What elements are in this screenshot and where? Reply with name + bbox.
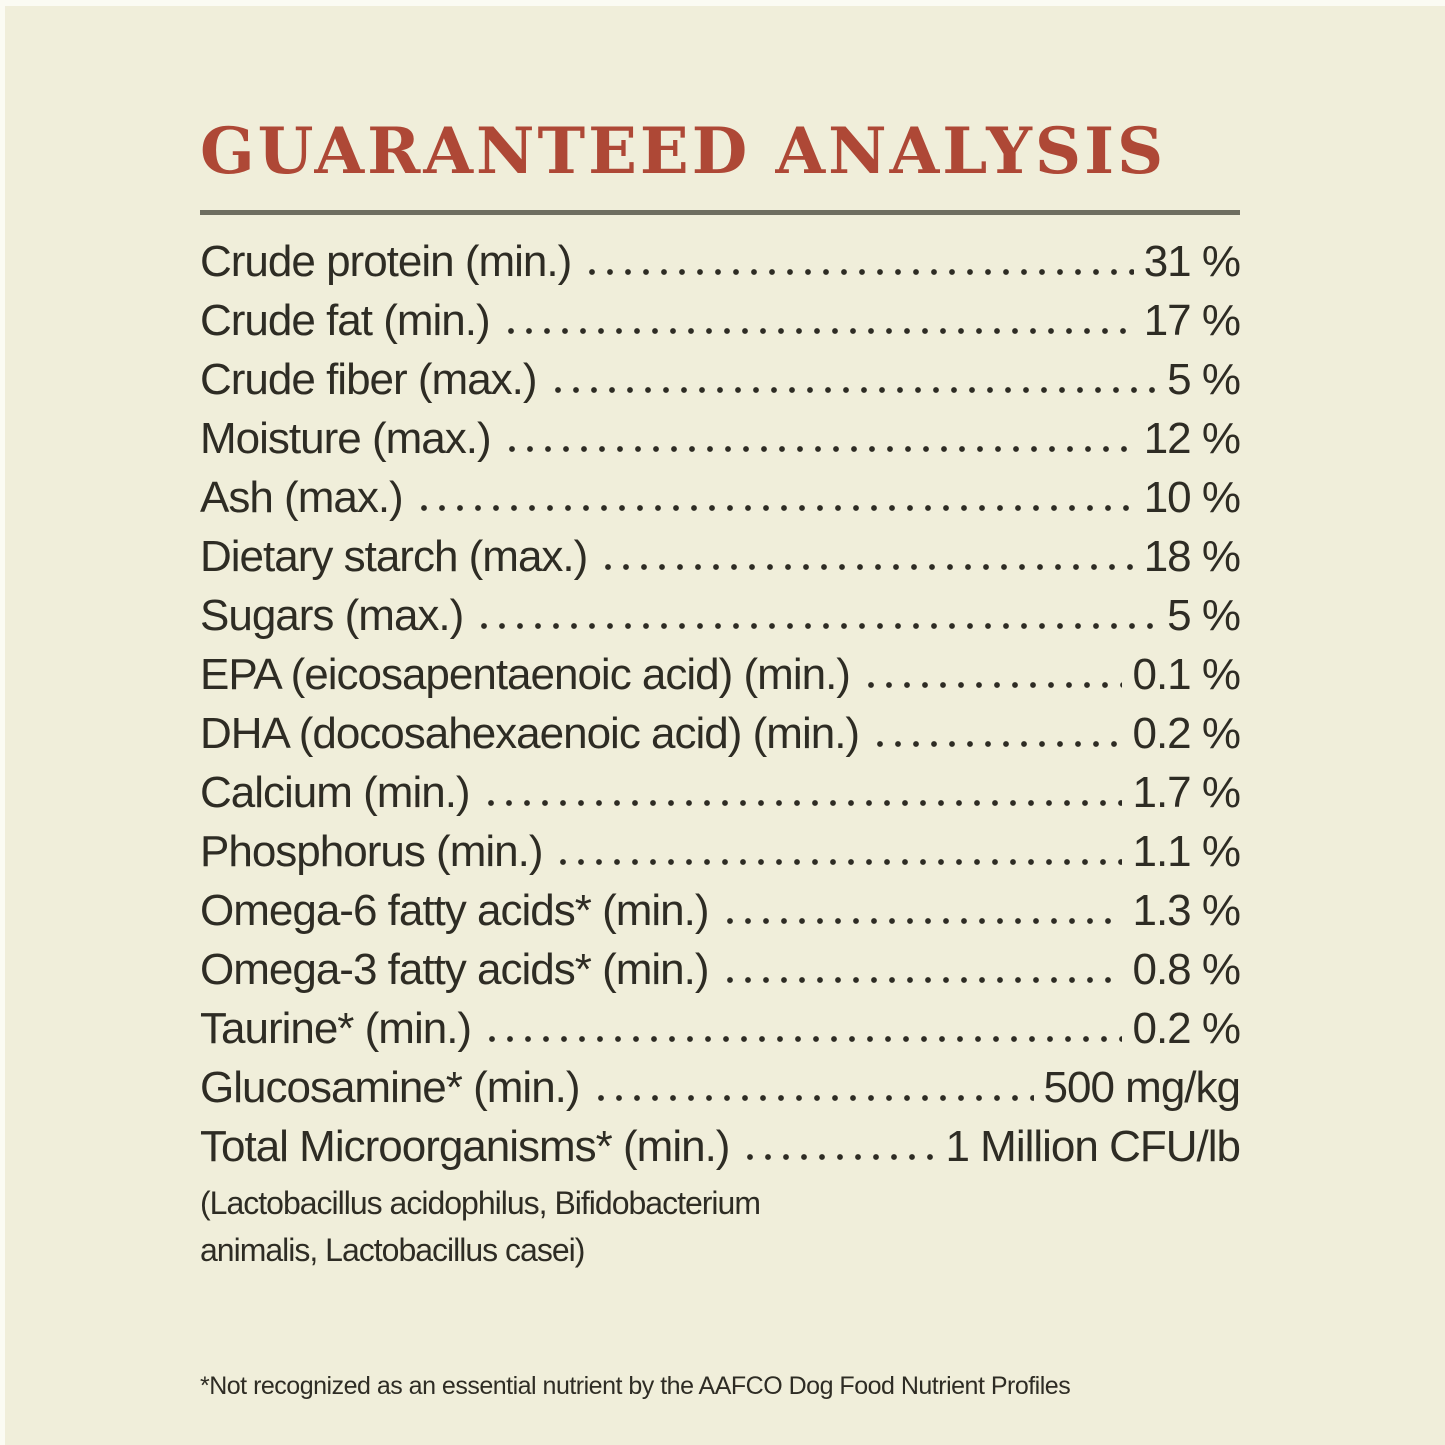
nutrient-label: EPA (eicosapentaenoic acid) (min.) [200,650,851,699]
nutrient-value: 5 % [1167,591,1241,640]
title-divider [200,210,1240,215]
analysis-row: Crude fat (min.) 17 % [200,291,1241,350]
analysis-table: Crude protein (min.) 31 % Crude fat (min… [200,232,1241,1176]
dot-leader [481,799,1123,807]
dot-leader [861,681,1123,689]
analysis-row: Crude fiber (max.) 5 % [200,350,1241,409]
analysis-row: Omega-6 fatty acids* (min.) 1.3 % [200,881,1241,940]
analysis-row: Phosphorus (min.) 1.1 % [200,822,1241,881]
label-content: GUARANTEED ANALYSIS Crude protein (min.)… [200,6,1241,1274]
nutrient-value: 500 mg/kg [1043,1063,1241,1112]
nutrient-value: 12 % [1143,414,1241,463]
dot-leader [741,1153,936,1161]
dot-leader [548,386,1158,394]
analysis-row: Ash (max.) 10 % [200,468,1241,527]
nutrient-label: Moisture (max.) [200,414,492,463]
dot-leader [475,622,1158,630]
nutrient-label: Crude protein (min.) [200,237,572,286]
dot-leader [483,1035,1123,1043]
aafco-footnote: *Not recognized as an essential nutrient… [200,1372,1071,1400]
nutrient-value: 1.3 % [1132,886,1241,935]
nutrient-label: Glucosamine* (min.) [200,1063,581,1112]
analysis-row: Taurine* (min.) 0.2 % [200,999,1241,1058]
analysis-row: Total Microorganisms* (min.) 1 Million C… [200,1117,1241,1176]
analysis-row: DHA (docosahexaenoic acid) (min.) 0.2 % [200,704,1241,763]
dot-leader [502,445,1134,453]
nutrient-label: Omega-6 fatty acids* (min.) [200,886,709,935]
analysis-row: EPA (eicosapentaenoic acid) (min.) 0.1 % [200,645,1241,704]
analysis-row: Dietary starch (max.) 18 % [200,527,1241,586]
nutrient-label: Ash (max.) [200,473,404,522]
analysis-row: Calcium (min.) 1.7 % [200,763,1241,822]
analysis-row: Glucosamine* (min.) 500 mg/kg [200,1058,1241,1117]
nutrient-label: Phosphorus (min.) [200,827,543,876]
nutrient-label: Omega-3 fatty acids* (min.) [200,945,709,994]
nutrient-label: Total Microorganisms* (min.) [200,1122,730,1171]
nutrient-value: 10 % [1143,473,1241,522]
nutrient-value: 18 % [1143,532,1241,581]
analysis-row: Moisture (max.) 12 % [200,409,1241,468]
nutrient-value: 1.7 % [1132,768,1241,817]
nutrient-value: 31 % [1143,237,1241,286]
nutrient-label: Calcium (min.) [200,768,471,817]
dot-leader [501,327,1134,335]
nutrient-value: 0.2 % [1132,709,1241,758]
analysis-row: Sugars (max.) 5 % [200,586,1241,645]
analysis-row: Omega-3 fatty acids* (min.) 0.8 % [200,940,1241,999]
analysis-row: Crude protein (min.) 31 % [200,232,1241,291]
nutrient-label: Sugars (max.) [200,591,464,640]
nutrient-value: 1 Million CFU/lb [945,1122,1241,1171]
nutrient-value: 0.2 % [1132,1004,1241,1053]
dot-leader [583,268,1134,276]
microorganisms-note: (Lactobacillus acidophilus, Bifidobacter… [200,1185,761,1268]
dot-leader [554,858,1123,866]
nutrient-value: 17 % [1143,296,1241,345]
panel-title: GUARANTEED ANALYSIS [200,114,1167,189]
nutrient-label: Dietary starch (max.) [200,532,588,581]
nutrient-label: Crude fat (min.) [200,296,491,345]
nutrient-label: DHA (docosahexaenoic acid) (min.) [200,709,860,758]
nutrient-value: 1.1 % [1132,827,1241,876]
nutrient-label: Taurine* (min.) [200,1004,472,1053]
dot-leader [871,740,1123,748]
nutrient-value: 0.8 % [1132,945,1241,994]
nutrient-value: 5 % [1167,355,1241,404]
dot-leader [720,976,1123,984]
dot-leader [720,917,1123,925]
dot-leader [599,563,1134,571]
dot-leader [414,504,1134,512]
dot-leader [591,1094,1034,1102]
nutrient-label: Crude fiber (max.) [200,355,538,404]
nutrient-value: 0.1 % [1132,650,1241,699]
